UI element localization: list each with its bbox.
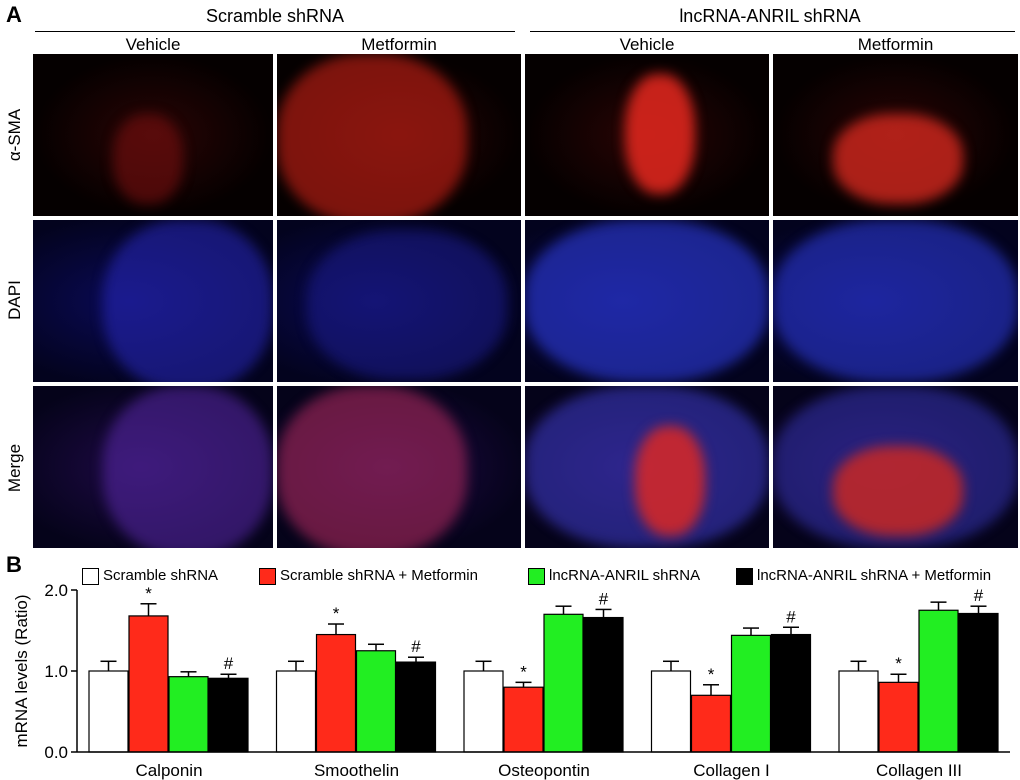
bar	[730, 634, 772, 753]
y-tick-label: 1.0	[44, 662, 68, 681]
bar	[208, 677, 249, 753]
column-title-metformin-1: Metformin	[361, 35, 437, 54]
bar	[878, 681, 919, 753]
legend-swatch-scramble	[82, 568, 99, 585]
significance-mark: #	[411, 637, 421, 656]
x-tick-label: Collagen I	[693, 761, 770, 780]
significance-mark: #	[224, 654, 234, 673]
y-tick-label: 0.0	[44, 743, 68, 762]
x-tick-label: Osteopontin	[498, 761, 590, 780]
y-tick-label: 2.0	[44, 581, 68, 600]
bar	[275, 670, 317, 753]
row-label-asma: α-SMA	[5, 108, 24, 162]
row-label-merge: Merge	[5, 443, 24, 493]
bar	[128, 615, 169, 753]
group-line-scramble	[35, 31, 515, 32]
bar	[583, 616, 624, 753]
significance-mark: #	[974, 586, 984, 605]
legend-label-anril-metformin: lncRNA-ANRIL shRNA + Metformin	[757, 567, 992, 584]
column-title-metformin-2: Metformin	[857, 35, 934, 54]
x-tick-label: Collagen III	[876, 761, 962, 780]
bar	[463, 670, 504, 753]
x-tick-label: Calponin	[135, 761, 202, 780]
bar	[770, 633, 812, 753]
micrograph-asma-scramble-metformin	[277, 54, 521, 216]
legend-label-scramble: Scramble shRNA	[103, 567, 219, 584]
micrograph-merge-scramble-metformin	[277, 386, 521, 548]
micrograph-dapi-scramble-vehicle	[33, 220, 273, 382]
legend-swatch-scramble-metformin	[259, 568, 276, 585]
micrograph-asma-anril-vehicle	[525, 54, 769, 216]
significance-mark: *	[708, 665, 715, 684]
legend-label-scramble-metformin: Scramble shRNA + Metformin	[280, 567, 478, 584]
group-line-anril	[530, 31, 1015, 32]
significance-mark: *	[895, 654, 902, 673]
significance-mark: #	[786, 607, 796, 626]
micrograph-merge-scramble-vehicle	[33, 386, 273, 548]
legend-swatch-anril	[528, 568, 545, 585]
bar	[543, 613, 584, 753]
column-title-vehicle-1: Vehicle	[125, 35, 181, 54]
significance-mark: *	[333, 604, 340, 623]
bar	[958, 612, 999, 753]
group-title-anril: lncRNA-ANRIL shRNA	[679, 6, 861, 26]
micrograph-dapi-anril-vehicle	[525, 220, 769, 382]
micrograph-merge-anril-metformin	[773, 386, 1018, 548]
bar	[395, 661, 437, 753]
row-label-dapi: DAPI	[5, 280, 24, 320]
bar	[650, 670, 692, 753]
micrograph-dapi-anril-metformin	[773, 220, 1018, 382]
y-axis-label: mRNA levels (Ratio)	[12, 594, 31, 747]
significance-mark: #	[599, 589, 609, 608]
bar	[88, 670, 129, 753]
bar	[503, 686, 544, 753]
bar	[168, 676, 209, 753]
legend-swatch-anril-metformin	[736, 568, 753, 585]
panel-a-letter: A	[6, 2, 22, 27]
significance-mark: *	[520, 662, 527, 681]
micrograph-merge-anril-vehicle	[525, 386, 769, 548]
bar	[315, 633, 357, 753]
micrograph-dapi-scramble-metformin	[277, 220, 521, 382]
y-axis: 0.0 1.0 2.0 mRNA levels (Ratio)	[12, 581, 78, 762]
bars: * # * # * # * # * #	[88, 584, 999, 753]
significance-mark: *	[145, 584, 152, 603]
bar	[690, 694, 732, 753]
panel-b-letter: B	[6, 552, 22, 577]
x-axis: Calponin Smoothelin Osteopontin Collagen I C…	[77, 751, 1010, 780]
x-tick-label: Smoothelin	[314, 761, 399, 780]
micrograph-asma-scramble-vehicle	[33, 54, 273, 216]
group-title-scramble: Scramble shRNA	[205, 6, 345, 26]
legend-label-anril: lncRNA-ANRIL shRNA	[549, 567, 701, 584]
micrograph-asma-anril-metformin	[773, 54, 1018, 216]
bar	[918, 609, 959, 753]
bar	[838, 670, 879, 753]
bar	[355, 650, 397, 753]
column-title-vehicle-2: Vehicle	[619, 35, 675, 54]
